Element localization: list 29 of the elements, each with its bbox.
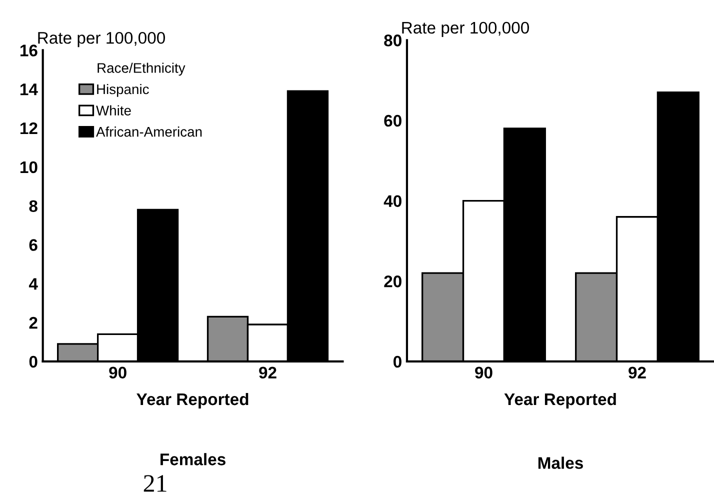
y-tick-label: 80 xyxy=(384,34,402,46)
x-tick-label: 92 xyxy=(628,366,646,379)
y-tick-label: 0 xyxy=(29,356,38,368)
y-tick-label: 8 xyxy=(29,200,38,212)
x-tick-label: 90 xyxy=(475,366,492,379)
x-axis-title: Year Reported xyxy=(504,392,616,408)
legend-title: Race/Ethnicity xyxy=(98,62,186,76)
y-axis-title: Rate per 100,000 xyxy=(402,22,529,37)
text: Males xyxy=(538,456,583,469)
y-tick-label: 0 xyxy=(394,356,402,368)
legend-label: African-American xyxy=(96,126,202,137)
y-tick-label: 12 xyxy=(20,122,38,134)
text: 21 xyxy=(144,475,166,492)
x-axis-title: Year Reported xyxy=(136,392,248,408)
legend-label: White xyxy=(96,105,131,116)
y-tick-label: 2 xyxy=(29,316,38,329)
legend-label: Hispanic xyxy=(97,84,149,97)
y-tick-label: 20 xyxy=(384,276,402,288)
x-tick-label: 92 xyxy=(259,366,276,379)
y-tick-label: 14 xyxy=(20,84,38,96)
y-tick-label: 6 xyxy=(29,239,38,251)
y-axis-title: Rate per 100,000 xyxy=(38,32,165,48)
y-tick-label: 4 xyxy=(28,278,38,290)
y-tick-label: 10 xyxy=(20,161,38,174)
y-tick-label: 40 xyxy=(384,195,402,208)
y-tick-label: 16 xyxy=(20,44,38,56)
text: Females xyxy=(160,453,226,466)
x-tick-label: 90 xyxy=(109,366,126,379)
y-tick-label: 60 xyxy=(384,114,402,127)
